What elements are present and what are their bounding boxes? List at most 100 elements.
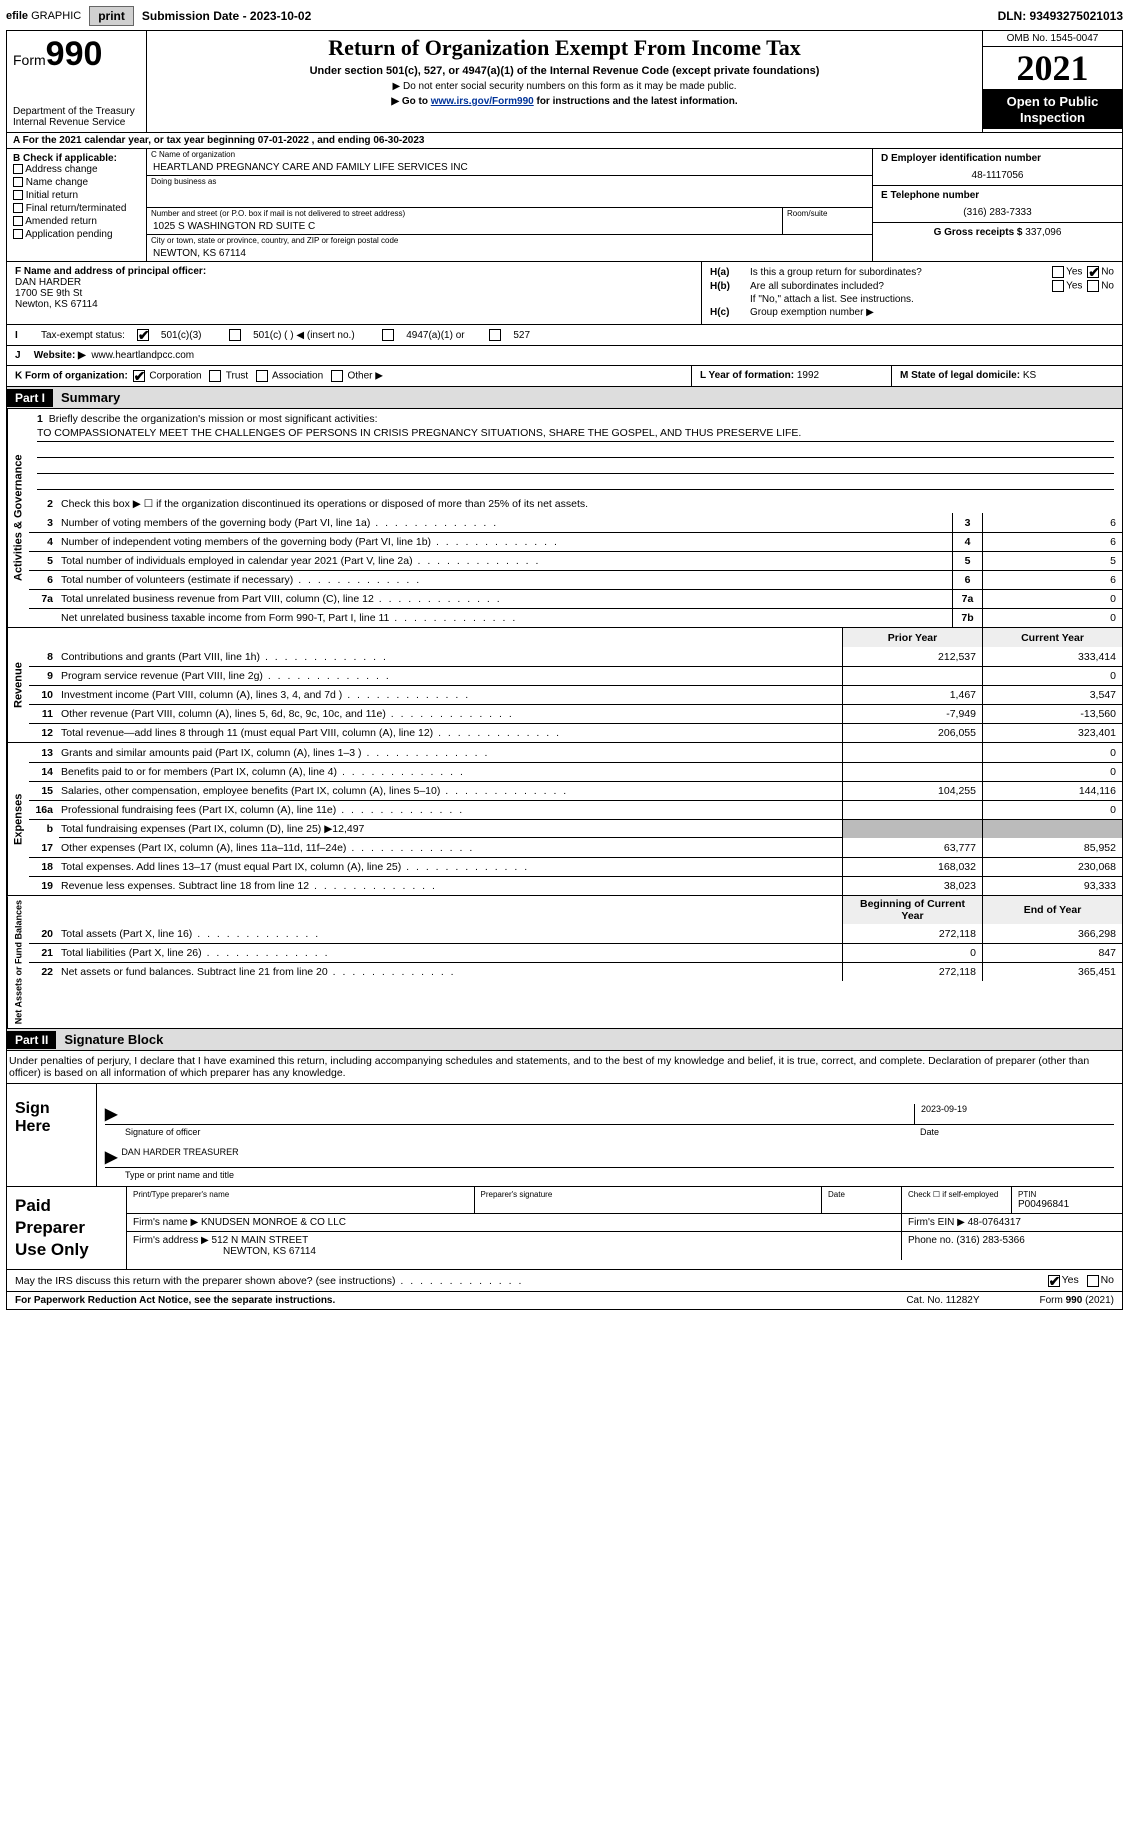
phone-value-e: (316) 283-7333: [881, 201, 1114, 218]
top-bar: efile GRAPHIC print Submission Date - 20…: [6, 6, 1123, 26]
header-left: Form990 Department of the Treasury Inter…: [7, 31, 147, 132]
summary-line: 14 Benefits paid to or for members (Part…: [29, 762, 1122, 781]
section-f: F Name and address of principal officer:…: [7, 262, 702, 324]
line2-text: Check this box ▶ ☐ if the organization d…: [59, 496, 1122, 512]
ptin-value: P00496841: [1018, 1199, 1116, 1210]
col-de: D Employer identification number 48-1117…: [872, 149, 1122, 261]
vtab-revenue: Revenue: [7, 628, 29, 742]
chk-527[interactable]: [489, 329, 501, 341]
officer-city: Newton, KS 67114: [15, 299, 98, 310]
chk-amended-return[interactable]: [13, 216, 23, 226]
ha-label: H(a): [710, 267, 750, 278]
officer-name-value: DAN HARDER TREASURER: [121, 1147, 238, 1167]
may-irs-text: May the IRS discuss this return with the…: [15, 1275, 523, 1287]
summary-revenue: Revenue Prior Year Current Year 8 Contri…: [6, 628, 1123, 743]
block-fh: F Name and address of principal officer:…: [6, 262, 1123, 325]
col-c: C Name of organization HEARTLAND PREGNAN…: [147, 149, 872, 261]
may-irs-yes[interactable]: [1048, 1275, 1060, 1287]
org-address: 1025 S WASHINGTON RD SUITE C: [147, 219, 782, 234]
state-domicile: KS: [1023, 370, 1036, 381]
gross-receipts-label: G Gross receipts $: [934, 227, 1023, 238]
form-note-link: ▶ Go to www.irs.gov/Form990 for instruct…: [155, 96, 974, 107]
col-begin-year: Beginning of Current Year: [842, 896, 982, 924]
part1-title: Summary: [53, 387, 128, 408]
row-a-period: A For the 2021 calendar year, or tax yea…: [6, 133, 1123, 149]
row-klm: K Form of organization: Corporation Trus…: [6, 366, 1123, 387]
may-irs-discuss: May the IRS discuss this return with the…: [6, 1270, 1123, 1291]
summary-line: 9 Program service revenue (Part VIII, li…: [29, 666, 1122, 685]
chk-corporation[interactable]: [133, 370, 145, 382]
part1-badge: Part I: [7, 389, 53, 407]
hb-yes[interactable]: [1052, 280, 1064, 292]
dln: DLN: 93493275021013: [998, 9, 1123, 23]
firm-ein-value: 48-0764317: [968, 1217, 1021, 1228]
paid-preparer-label: Paid Preparer Use Only: [7, 1187, 127, 1269]
summary-line: 21 Total liabilities (Part X, line 26) 0…: [29, 943, 1122, 962]
print-button[interactable]: print: [89, 6, 134, 26]
col-b-label: B Check if applicable:: [13, 153, 117, 164]
firm-name-value: KNUDSEN MONROE & CO LLC: [201, 1217, 346, 1228]
header-right: OMB No. 1545-0047 2021 Open to PublicIns…: [982, 31, 1122, 132]
part1-header: Part I Summary: [6, 387, 1123, 409]
summary-line: 5 Total number of individuals employed i…: [29, 551, 1122, 570]
form-note-ssn: ▶ Do not enter social security numbers o…: [155, 81, 974, 92]
form-header: Form990 Department of the Treasury Inter…: [6, 30, 1123, 133]
paid-preparer-block: Paid Preparer Use Only Print/Type prepar…: [6, 1187, 1123, 1270]
dept-irs: Internal Revenue Service: [13, 117, 140, 128]
dba-label: Doing business as: [147, 176, 872, 187]
arrow-icon: ▶: [105, 1104, 121, 1124]
signature-intro: Under penalties of perjury, I declare th…: [6, 1051, 1123, 1084]
summary-line: 15 Salaries, other compensation, employe…: [29, 781, 1122, 800]
firm-phone-value: (316) 283-5366: [956, 1235, 1024, 1246]
chk-501c[interactable]: [229, 329, 241, 341]
header-center: Return of Organization Exempt From Incom…: [147, 31, 982, 132]
firm-phone-label: Phone no.: [908, 1235, 954, 1246]
website-value: www.heartlandpcc.com: [91, 350, 194, 361]
k-label: K Form of organization:: [15, 371, 128, 382]
chk-association[interactable]: [256, 370, 268, 382]
chk-trust[interactable]: [209, 370, 221, 382]
firm-addr1: 512 N MAIN STREET: [212, 1235, 309, 1246]
chk-address-change[interactable]: [13, 164, 23, 174]
chk-initial-return[interactable]: [13, 190, 23, 200]
ptin-label: PTIN: [1018, 1190, 1116, 1199]
chk-final-return[interactable]: [13, 203, 23, 213]
mission-text: TO COMPASSIONATELY MEET THE CHALLENGES O…: [37, 425, 1114, 442]
sign-here-block: Sign Here ▶ 2023-09-19 Signature of offi…: [6, 1084, 1123, 1187]
open-to-public: Open to PublicInspection: [983, 90, 1122, 129]
sig-date-value: 2023-09-19: [914, 1104, 1114, 1124]
summary-governance: Activities & Governance 1 Briefly descri…: [6, 409, 1123, 628]
summary-line: 22 Net assets or fund balances. Subtract…: [29, 962, 1122, 981]
f-label: F Name and address of principal officer:: [15, 266, 206, 277]
vtab-expenses: Expenses: [7, 743, 29, 895]
ha-yes[interactable]: [1052, 266, 1064, 278]
hc-text: Group exemption number ▶: [750, 307, 1114, 318]
omb-number: OMB No. 1545-0047: [983, 31, 1122, 47]
irs-link[interactable]: www.irs.gov/Form990: [431, 96, 534, 107]
ha-no[interactable]: [1087, 266, 1099, 278]
chk-4947[interactable]: [382, 329, 394, 341]
paperwork-notice: For Paperwork Reduction Act Notice, see …: [15, 1295, 906, 1306]
chk-name-change[interactable]: [13, 177, 23, 187]
summary-expenses: Expenses 13 Grants and similar amounts p…: [6, 743, 1123, 896]
chk-501c3[interactable]: [137, 329, 149, 341]
form-title: Return of Organization Exempt From Incom…: [155, 35, 974, 61]
pp-name-label: Print/Type preparer's name: [133, 1190, 468, 1199]
form-number: Form990: [13, 35, 140, 74]
row-i: I Tax-exempt status: 501(c)(3) 501(c) ( …: [6, 325, 1123, 346]
summary-net-assets: Net Assets or Fund Balances Beginning of…: [6, 896, 1123, 1029]
tax-status-label: Tax-exempt status:: [41, 330, 125, 341]
summary-line: Net unrelated business taxable income fr…: [29, 608, 1122, 627]
addr-label: Number and street (or P.O. box if mail i…: [147, 208, 782, 219]
chk-other[interactable]: [331, 370, 343, 382]
col-prior-year: Prior Year: [842, 628, 982, 647]
summary-line: 19 Revenue less expenses. Subtract line …: [29, 876, 1122, 895]
room-label: Room/suite: [783, 208, 872, 219]
ein-value: 48-1117056: [881, 164, 1114, 181]
block-bcd: B Check if applicable: Address change Na…: [6, 149, 1123, 262]
may-irs-no[interactable]: [1087, 1275, 1099, 1287]
chk-application-pending[interactable]: [13, 229, 23, 239]
phone-label-e: E Telephone number: [881, 190, 1114, 201]
hb-no[interactable]: [1087, 280, 1099, 292]
summary-line: 6 Total number of volunteers (estimate i…: [29, 570, 1122, 589]
